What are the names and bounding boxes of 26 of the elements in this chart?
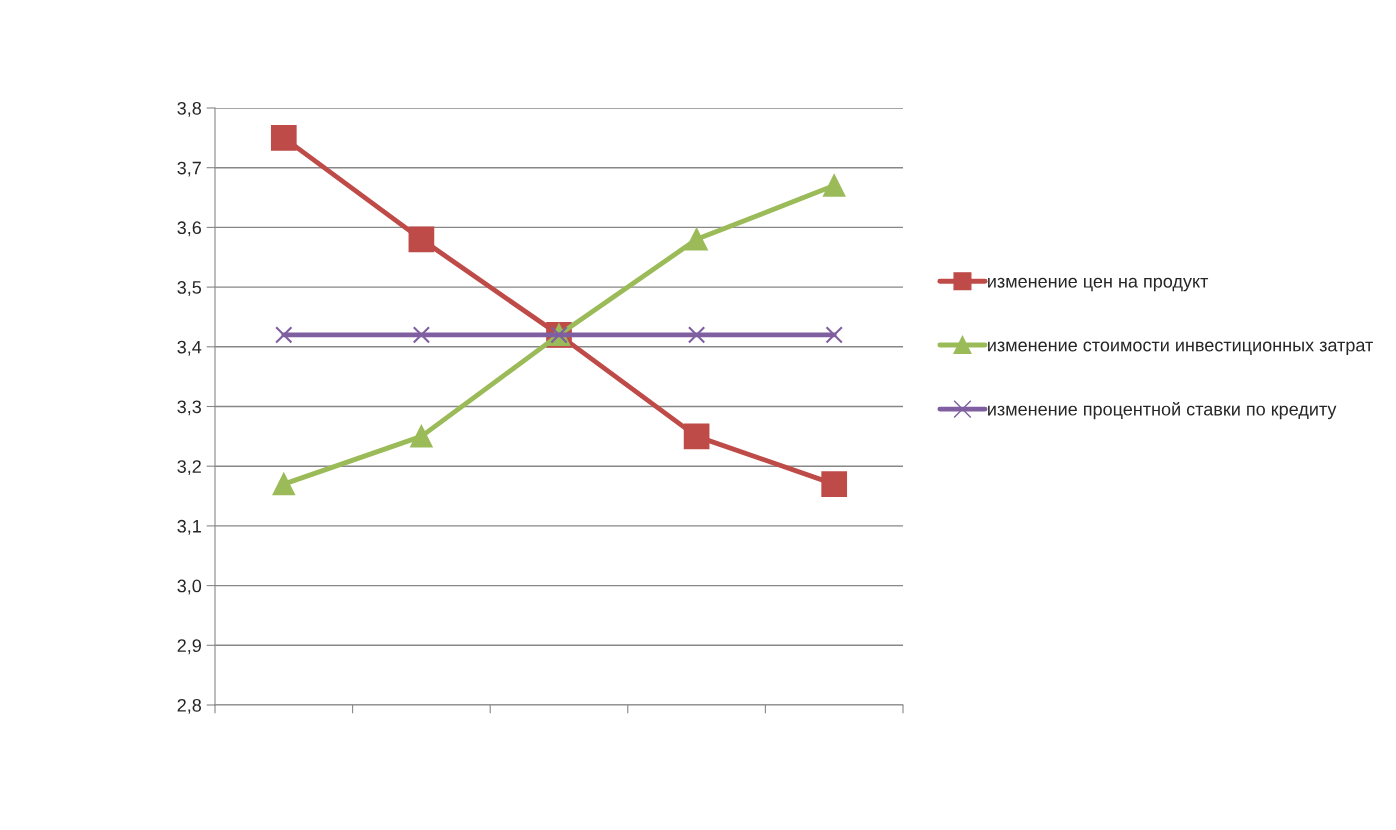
point: [272, 473, 295, 496]
y-tick-label: 3,1: [177, 519, 201, 535]
y-tick-label: 2,9: [177, 639, 201, 655]
point: [687, 326, 706, 344]
point: [410, 425, 433, 448]
point: [412, 326, 431, 344]
legend-label: изменение процентной ставки по кредиту: [988, 402, 1337, 420]
point: [823, 174, 846, 197]
y-tick-label: 3,0: [177, 579, 202, 595]
y-tick-label: 3,4: [177, 340, 202, 356]
y-tick-label: 3,5: [177, 281, 202, 296]
legend-label: изменение цен на продукт: [988, 277, 1209, 292]
point: [275, 326, 293, 344]
point: [821, 471, 848, 497]
point: [270, 125, 297, 151]
point: [683, 423, 710, 450]
y-tick-label: 3,3: [177, 400, 202, 416]
y-tick-label: 3,7: [177, 161, 201, 177]
legend-label: изменение стоимости инвестиционных затрат: [988, 341, 1373, 356]
y-tick-label: 3,2: [177, 460, 201, 476]
point: [408, 226, 435, 253]
point: [685, 228, 708, 251]
y-tick-label: 3,6: [177, 221, 202, 237]
point: [825, 326, 843, 344]
y-tick-label: 2,8: [177, 698, 202, 714]
y-tick-label: 3,8: [177, 101, 202, 117]
